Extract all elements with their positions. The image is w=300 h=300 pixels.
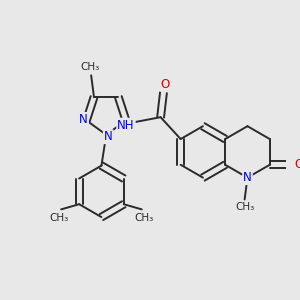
Text: CH₃: CH₃ (235, 202, 254, 212)
Text: NH: NH (117, 119, 135, 132)
Text: O: O (161, 78, 170, 91)
Text: N: N (104, 130, 112, 143)
Text: CH₃: CH₃ (134, 213, 153, 223)
Text: CH₃: CH₃ (81, 62, 100, 72)
Text: N: N (243, 171, 252, 184)
Text: O: O (294, 158, 300, 171)
Text: CH₃: CH₃ (50, 213, 69, 223)
Text: N: N (79, 113, 88, 126)
